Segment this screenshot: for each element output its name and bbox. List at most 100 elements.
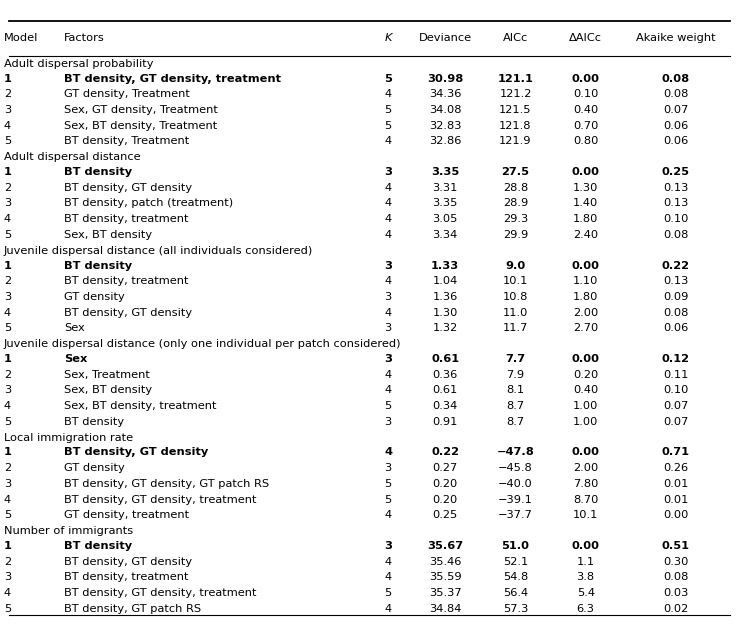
Text: −45.8: −45.8 (498, 463, 533, 473)
Text: 52.1: 52.1 (503, 556, 528, 567)
Text: 35.46: 35.46 (429, 556, 461, 567)
Text: 4: 4 (384, 572, 392, 583)
Text: Akaike weight: Akaike weight (636, 33, 715, 43)
Text: 3: 3 (384, 260, 392, 271)
Text: Juvenile dispersal distance (all individuals considered): Juvenile dispersal distance (all individ… (4, 246, 313, 256)
Text: 3: 3 (384, 167, 392, 177)
Text: 0.10: 0.10 (663, 214, 688, 224)
Text: 6.3: 6.3 (576, 604, 595, 614)
Text: 3.05: 3.05 (432, 214, 458, 224)
Text: 121.8: 121.8 (500, 121, 531, 131)
Text: 4: 4 (384, 214, 392, 224)
Text: 1: 1 (4, 447, 12, 458)
Text: 0.08: 0.08 (663, 572, 688, 583)
Text: 0.20: 0.20 (432, 495, 458, 504)
Text: 2.00: 2.00 (573, 463, 599, 473)
Text: Sex: Sex (64, 323, 85, 333)
Text: 5: 5 (384, 121, 392, 131)
Text: 5.4: 5.4 (576, 588, 595, 598)
Text: 2: 2 (4, 276, 11, 287)
Text: 5: 5 (4, 230, 11, 240)
Text: 1.00: 1.00 (573, 417, 599, 427)
Text: 0.22: 0.22 (432, 447, 459, 458)
Text: 3: 3 (384, 354, 392, 364)
Text: 10.8: 10.8 (503, 292, 528, 302)
Text: 9.0: 9.0 (505, 260, 525, 271)
Text: 4: 4 (384, 556, 392, 567)
Text: Sex, BT density, treatment: Sex, BT density, treatment (64, 401, 217, 411)
Text: 0.06: 0.06 (663, 137, 688, 146)
Text: 3.34: 3.34 (432, 230, 458, 240)
Text: 4: 4 (384, 385, 392, 395)
Text: BT density, treatment: BT density, treatment (64, 276, 188, 287)
Text: 57.3: 57.3 (503, 604, 528, 614)
Text: 0.00: 0.00 (572, 74, 599, 83)
Text: 4: 4 (384, 199, 392, 208)
Text: 0.08: 0.08 (663, 89, 688, 99)
Text: 0.27: 0.27 (432, 463, 458, 473)
Text: 0.00: 0.00 (572, 167, 599, 177)
Text: 10.1: 10.1 (503, 276, 528, 287)
Text: 0.00: 0.00 (663, 510, 688, 520)
Text: 1: 1 (4, 74, 12, 83)
Text: 5: 5 (384, 401, 392, 411)
Text: 0.08: 0.08 (663, 230, 688, 240)
Text: 3: 3 (4, 199, 11, 208)
Text: 5: 5 (384, 479, 392, 489)
Text: 1.1: 1.1 (576, 556, 595, 567)
Text: −39.1: −39.1 (498, 495, 533, 504)
Text: 35.59: 35.59 (429, 572, 462, 583)
Text: Model: Model (4, 33, 38, 43)
Text: Sex, BT density: Sex, BT density (64, 230, 152, 240)
Text: 8.7: 8.7 (506, 401, 525, 411)
Text: 0.20: 0.20 (573, 370, 599, 379)
Text: 0.07: 0.07 (663, 417, 688, 427)
Text: 3: 3 (4, 572, 11, 583)
Text: 34.36: 34.36 (429, 89, 461, 99)
Text: 1.30: 1.30 (432, 308, 458, 318)
Text: 0.07: 0.07 (663, 105, 688, 115)
Text: 0.00: 0.00 (572, 541, 599, 551)
Text: 1: 1 (4, 541, 12, 551)
Text: 5: 5 (384, 588, 392, 598)
Text: 1.40: 1.40 (573, 199, 599, 208)
Text: BT density, GT density: BT density, GT density (64, 183, 192, 193)
Text: Adult dispersal probability: Adult dispersal probability (4, 59, 153, 69)
Text: 0.02: 0.02 (663, 604, 688, 614)
Text: 35.37: 35.37 (429, 588, 462, 598)
Text: 4: 4 (384, 604, 392, 614)
Text: GT density, Treatment: GT density, Treatment (64, 89, 190, 99)
Text: BT density, GT density: BT density, GT density (64, 556, 192, 567)
Text: 34.08: 34.08 (429, 105, 461, 115)
Text: ΔAICc: ΔAICc (569, 33, 602, 43)
Text: BT density, GT density, treatment: BT density, GT density, treatment (64, 495, 256, 504)
Text: 0.03: 0.03 (663, 588, 688, 598)
Text: 2: 2 (4, 183, 11, 193)
Text: 3: 3 (4, 292, 11, 302)
Text: 2: 2 (4, 89, 11, 99)
Text: 0.25: 0.25 (661, 167, 689, 177)
Text: 0.06: 0.06 (663, 323, 688, 333)
Text: 0.40: 0.40 (573, 385, 599, 395)
Text: 5: 5 (4, 417, 11, 427)
Text: 28.8: 28.8 (503, 183, 528, 193)
Text: 5: 5 (384, 74, 392, 83)
Text: 1: 1 (4, 167, 12, 177)
Text: 1: 1 (4, 354, 12, 364)
Text: 2.00: 2.00 (573, 308, 599, 318)
Text: 2: 2 (4, 556, 11, 567)
Text: 0.10: 0.10 (573, 89, 599, 99)
Text: 7.9: 7.9 (506, 370, 525, 379)
Text: 0.36: 0.36 (432, 370, 458, 379)
Text: 3: 3 (384, 292, 392, 302)
Text: Sex, BT density, Treatment: Sex, BT density, Treatment (64, 121, 217, 131)
Text: BT density, treatment: BT density, treatment (64, 572, 188, 583)
Text: 3.8: 3.8 (576, 572, 595, 583)
Text: 1.80: 1.80 (573, 292, 599, 302)
Text: 4: 4 (384, 183, 392, 193)
Text: 4: 4 (4, 588, 11, 598)
Text: Juvenile dispersal distance (only one individual per patch considered): Juvenile dispersal distance (only one in… (4, 340, 401, 349)
Text: GT density: GT density (64, 292, 125, 302)
Text: 7.80: 7.80 (573, 479, 599, 489)
Text: BT density, patch (treatment): BT density, patch (treatment) (64, 199, 234, 208)
